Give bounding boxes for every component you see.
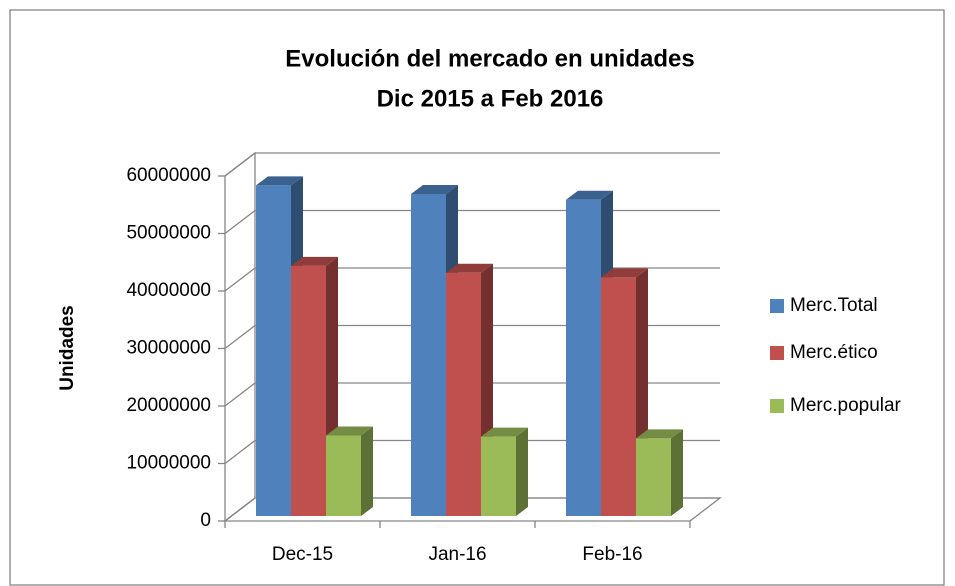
bar-top <box>566 190 613 200</box>
bar-side <box>361 426 373 516</box>
y-tick-label: 50000000 <box>126 223 211 244</box>
bar-front <box>636 438 671 516</box>
legend-swatch <box>770 299 784 313</box>
bar-top <box>291 256 338 266</box>
legend-swatch <box>770 346 784 360</box>
chart-title: Evolución del mercado en unidades <box>285 45 694 72</box>
bar-front <box>326 435 361 516</box>
bar-front <box>291 265 326 516</box>
y-tick-label: 30000000 <box>126 338 211 359</box>
grid-line <box>224 209 256 235</box>
grid-line <box>224 324 256 350</box>
bar-top <box>636 429 683 439</box>
x-tick-label: Feb-16 <box>582 544 642 565</box>
grid-line <box>224 267 256 292</box>
bar <box>636 429 683 516</box>
bar-front <box>566 199 601 516</box>
grid-line <box>224 497 256 522</box>
y-tick-label: 10000000 <box>126 453 211 474</box>
bar-top <box>326 426 373 436</box>
bar-top <box>256 176 303 186</box>
legend-swatch <box>770 399 784 413</box>
grid-line <box>224 152 256 177</box>
bar-front <box>481 436 516 516</box>
bar-front <box>256 185 291 516</box>
x-tick-label: Jan-16 <box>428 544 486 565</box>
y-tick-label: 60000000 <box>126 165 211 186</box>
bar <box>326 426 373 516</box>
bar-top <box>446 263 493 273</box>
legend-label: Merc.ético <box>790 342 878 363</box>
bar-side <box>671 429 683 516</box>
bar-front <box>411 194 446 516</box>
y-tick-label: 40000000 <box>126 280 211 301</box>
grid-line <box>224 439 256 465</box>
grid-line <box>224 382 256 407</box>
y-tick-label: 20000000 <box>126 395 211 416</box>
bar-top <box>481 427 528 437</box>
bar-top <box>411 185 458 194</box>
bar-side <box>516 427 528 516</box>
legend-label: Merc.Total <box>790 295 878 316</box>
bar-top <box>601 268 648 278</box>
legend-label: Merc.popular <box>790 395 902 416</box>
bar-front <box>601 277 636 516</box>
bar <box>481 427 528 516</box>
y-axis-title: Unidades <box>57 305 78 391</box>
bar-front <box>446 272 481 516</box>
x-tick-label: Dec-15 <box>272 544 333 565</box>
chart-subtitle: Dic 2015 a Feb 2016 <box>377 85 604 112</box>
y-tick-label: 0 <box>200 510 211 531</box>
